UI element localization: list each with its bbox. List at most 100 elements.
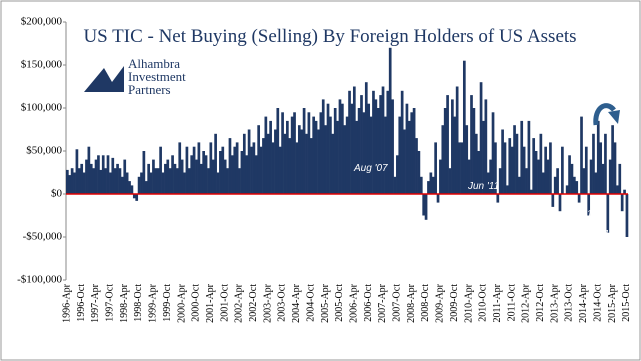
bar xyxy=(525,168,528,194)
bar xyxy=(187,168,191,194)
x-tick-label: 2004-Oct xyxy=(305,284,316,322)
y-tick-label: $0 xyxy=(51,188,63,200)
bar xyxy=(465,125,469,194)
bar xyxy=(434,142,437,194)
bar xyxy=(570,163,574,194)
bar xyxy=(522,146,526,194)
bar xyxy=(393,176,397,194)
y-tick-label: -$50,000 xyxy=(23,231,63,243)
bar xyxy=(350,103,354,194)
bar xyxy=(372,90,375,194)
bar xyxy=(312,116,316,194)
bar xyxy=(460,142,464,194)
bar xyxy=(233,146,237,194)
bar xyxy=(486,172,490,194)
annotation: Jan '15 xyxy=(582,229,615,240)
bar xyxy=(228,138,232,194)
bar xyxy=(240,151,244,194)
bar xyxy=(307,112,311,194)
bar xyxy=(324,125,327,194)
bar xyxy=(113,168,117,194)
logo-text: Alhambra xyxy=(128,56,180,71)
bar xyxy=(513,125,516,194)
bar xyxy=(192,146,196,194)
bar xyxy=(190,155,194,194)
x-tick-label: 2014-Oct xyxy=(592,284,603,322)
bar xyxy=(178,142,182,194)
bar xyxy=(374,99,378,194)
bar xyxy=(606,194,610,233)
bar xyxy=(168,168,172,194)
bar xyxy=(527,120,531,194)
bar xyxy=(422,194,426,216)
bar xyxy=(529,189,533,194)
bar xyxy=(541,172,545,194)
bar xyxy=(482,120,485,194)
bar xyxy=(80,163,84,194)
bar xyxy=(484,99,488,194)
bar xyxy=(386,90,390,194)
bar xyxy=(410,112,414,194)
bar xyxy=(462,60,466,195)
bar xyxy=(70,168,74,194)
bar xyxy=(271,142,275,194)
bar xyxy=(180,159,184,194)
bar xyxy=(539,133,543,194)
bar xyxy=(87,146,91,194)
bar xyxy=(357,108,361,194)
bar xyxy=(501,129,504,194)
bar xyxy=(608,159,612,194)
bar xyxy=(209,142,213,194)
bar xyxy=(94,159,98,194)
bar xyxy=(415,138,418,194)
bar xyxy=(171,155,174,194)
x-tick-label: 2011-Apr xyxy=(492,283,503,322)
bar xyxy=(403,129,406,194)
bar xyxy=(242,133,246,194)
x-tick-label: 2013-Oct xyxy=(564,284,575,322)
bar xyxy=(517,176,521,194)
bar xyxy=(345,116,349,194)
bar xyxy=(575,181,579,194)
bar xyxy=(341,103,344,194)
bar xyxy=(604,133,607,194)
bar xyxy=(245,155,249,194)
x-tick-label: 2012-Oct xyxy=(535,284,546,322)
bar xyxy=(594,172,598,194)
x-tick-label: 2015-Apr xyxy=(607,283,618,323)
bar xyxy=(142,151,146,194)
bar xyxy=(391,99,394,194)
bar xyxy=(544,146,547,194)
bar xyxy=(329,116,332,194)
bar xyxy=(250,146,253,194)
bar xyxy=(534,151,538,194)
bar xyxy=(111,157,115,194)
bar xyxy=(407,120,411,194)
x-tick-label: 2004-Apr xyxy=(291,283,302,323)
bar xyxy=(546,159,550,194)
bar xyxy=(532,138,536,194)
bar xyxy=(305,133,308,194)
annotation: Jun '14 xyxy=(565,209,598,220)
bar xyxy=(592,133,595,194)
bar xyxy=(618,163,622,194)
bar xyxy=(381,86,385,194)
bar xyxy=(503,142,507,194)
annotation: Aug '07 xyxy=(353,163,388,174)
x-tick-label: 2008-Apr xyxy=(406,283,417,323)
bar xyxy=(207,168,210,194)
bar xyxy=(429,172,433,194)
x-tick-label: 1997-Apr xyxy=(90,283,101,323)
x-tick-label: 2009-Apr xyxy=(435,283,446,323)
bar xyxy=(549,142,552,194)
annotation: Jun '13 xyxy=(519,241,552,252)
bar xyxy=(140,172,143,194)
bar xyxy=(405,103,409,194)
x-tick-label: 2005-Oct xyxy=(334,284,345,322)
x-tick-label: 2006-Oct xyxy=(363,284,374,322)
bar xyxy=(238,168,241,194)
bar xyxy=(398,116,402,194)
bar xyxy=(321,99,325,194)
bar xyxy=(77,168,81,194)
